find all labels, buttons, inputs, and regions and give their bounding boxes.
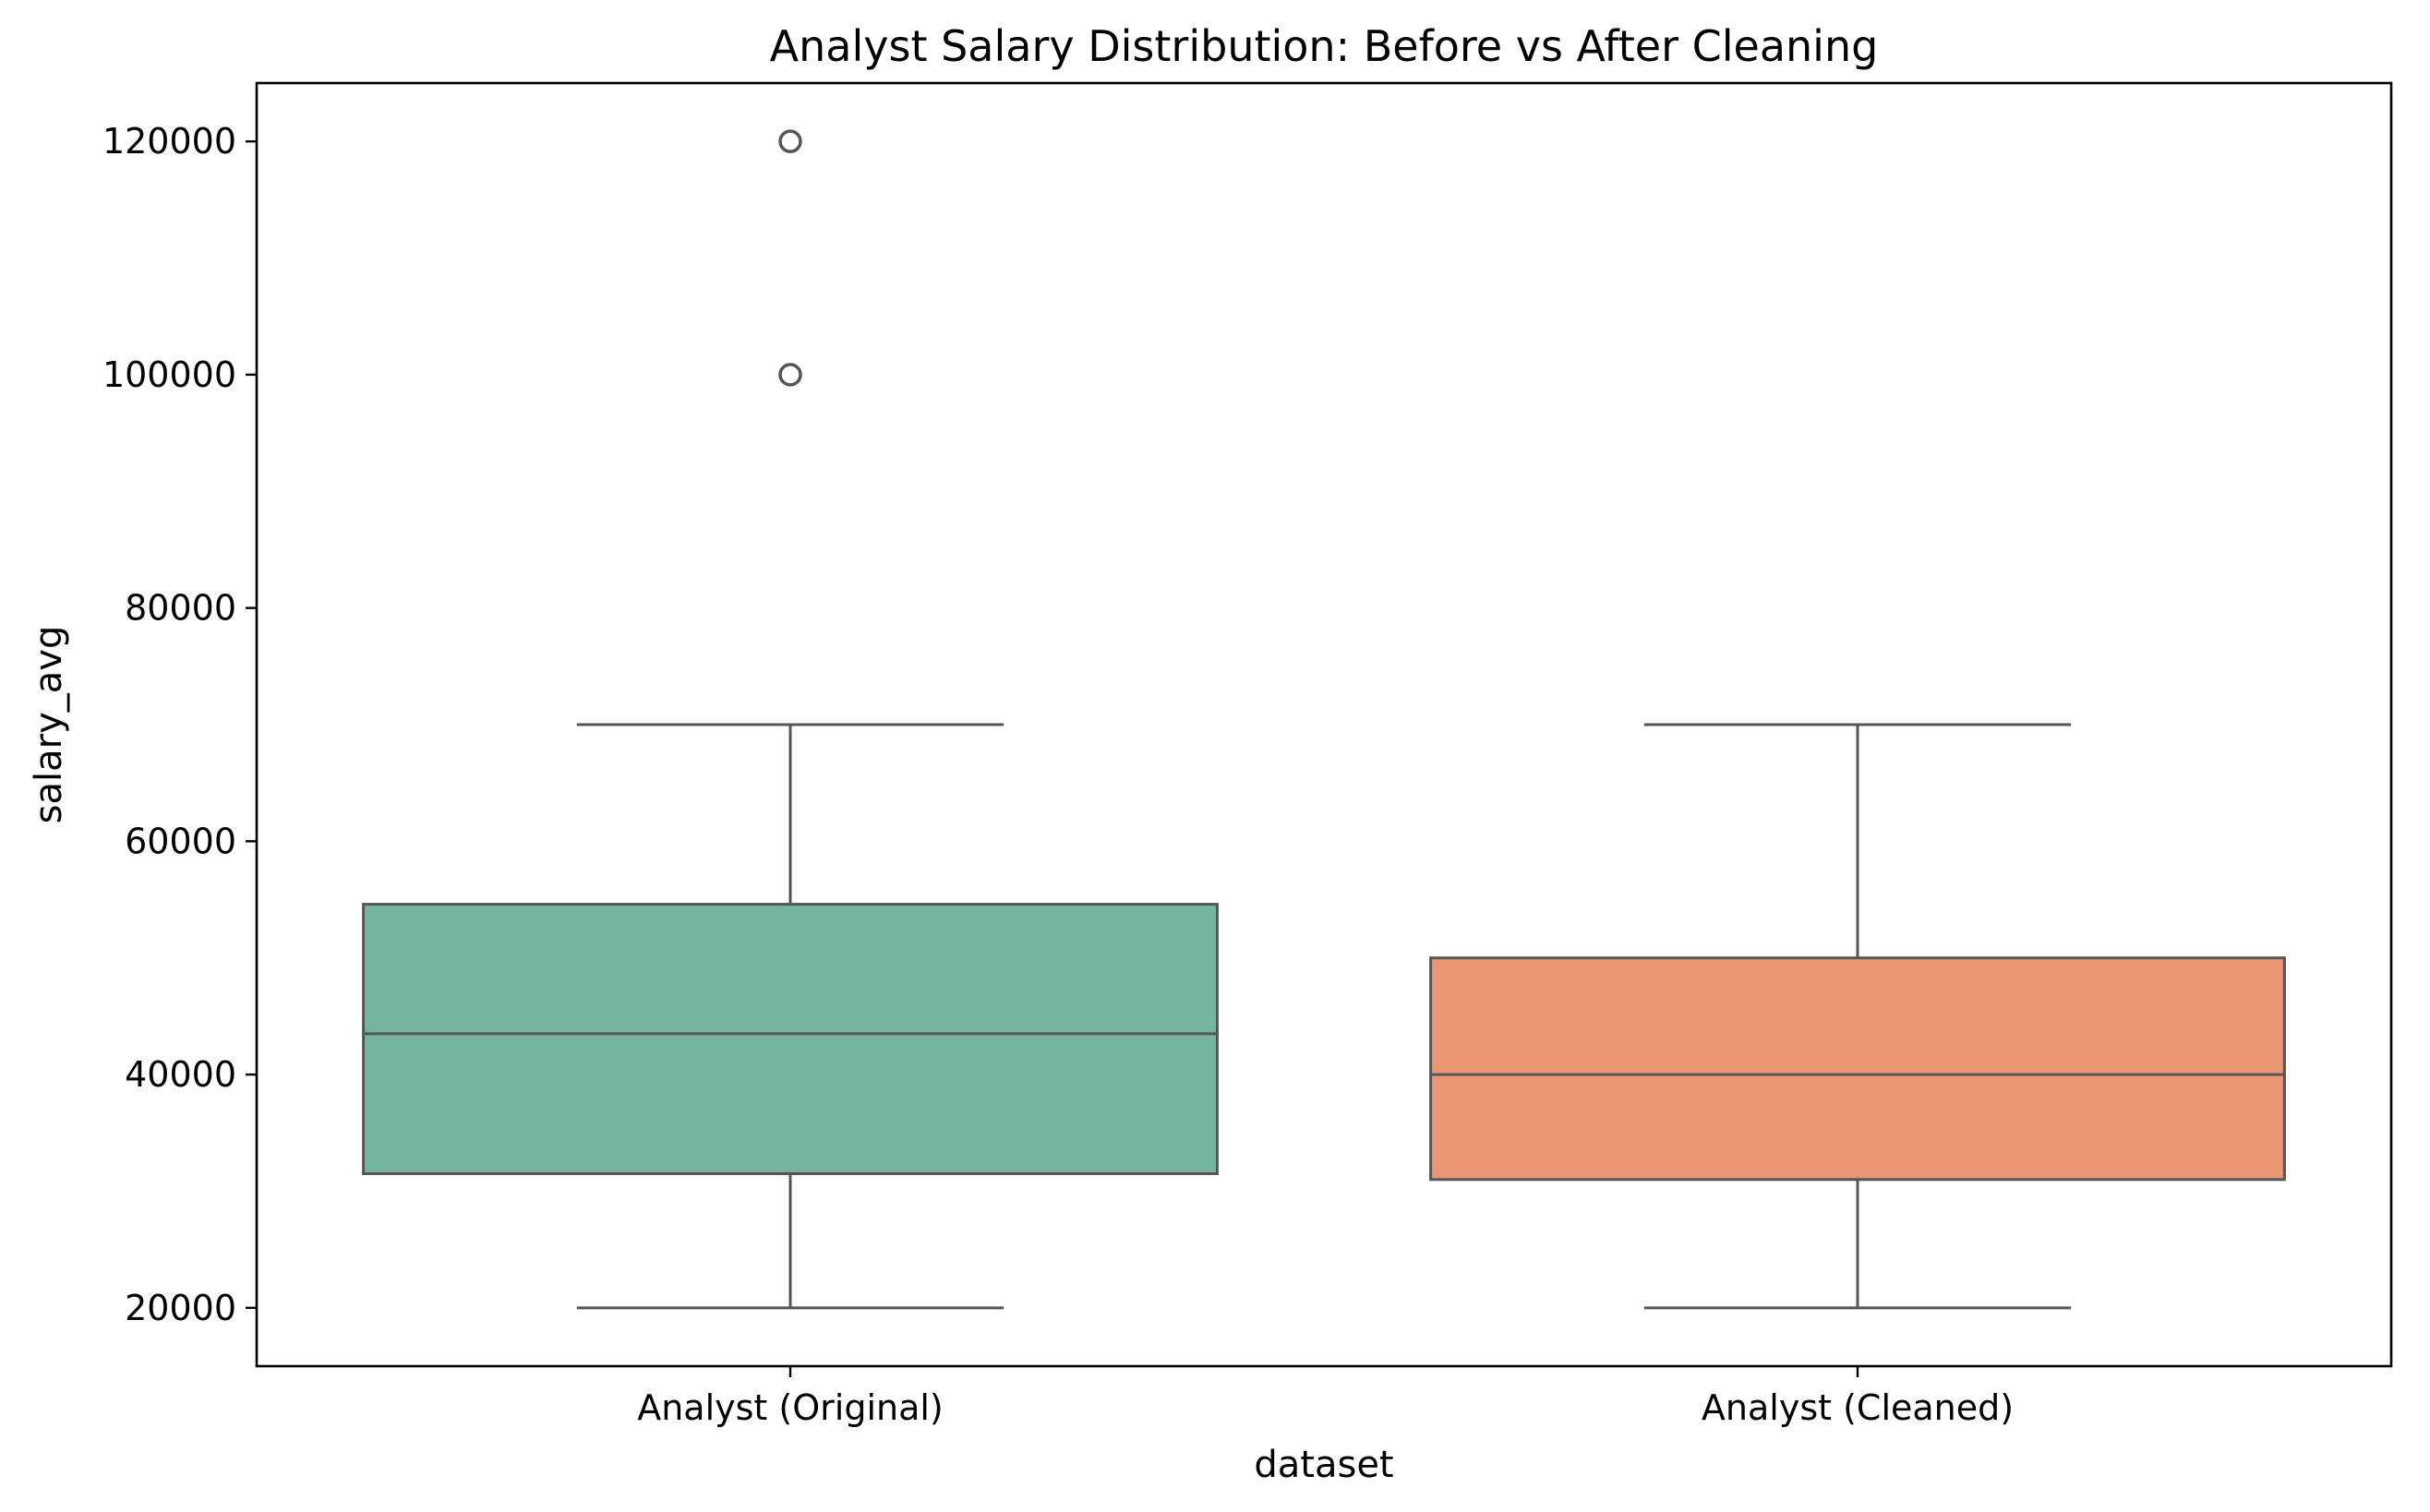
box-iqr: [1429, 956, 2286, 1182]
y-tick-label: 80000: [125, 588, 236, 629]
y-tick-label: 40000: [125, 1054, 236, 1095]
y-tick-label: 60000: [125, 821, 236, 861]
x-axis-label: dataset: [1254, 1444, 1393, 1486]
boxes-layer: [362, 129, 2286, 1310]
x-axis: Analyst (Original) Analyst (Cleaned): [637, 1366, 2014, 1428]
box-group: [1429, 723, 2286, 1310]
box-group: [362, 129, 1219, 1310]
x-tick-label: Analyst (Cleaned): [1702, 1387, 2014, 1428]
plot-frame: [255, 81, 2393, 1368]
x-tick-label: Analyst (Original): [637, 1387, 944, 1428]
y-tick-label: 100000: [102, 354, 236, 395]
y-tick-label: 120000: [102, 121, 236, 162]
y-tick-label: 20000: [125, 1288, 236, 1328]
outlier-point: [778, 363, 802, 387]
y-axis-label: salary_avg: [28, 626, 70, 824]
outlier-point: [778, 129, 802, 153]
y-axis: 20000 40000 60000 80000 100000 120000: [102, 121, 257, 1328]
chart-title: Analyst Salary Distribution: Before vs A…: [770, 21, 1879, 71]
box-iqr: [362, 903, 1219, 1175]
